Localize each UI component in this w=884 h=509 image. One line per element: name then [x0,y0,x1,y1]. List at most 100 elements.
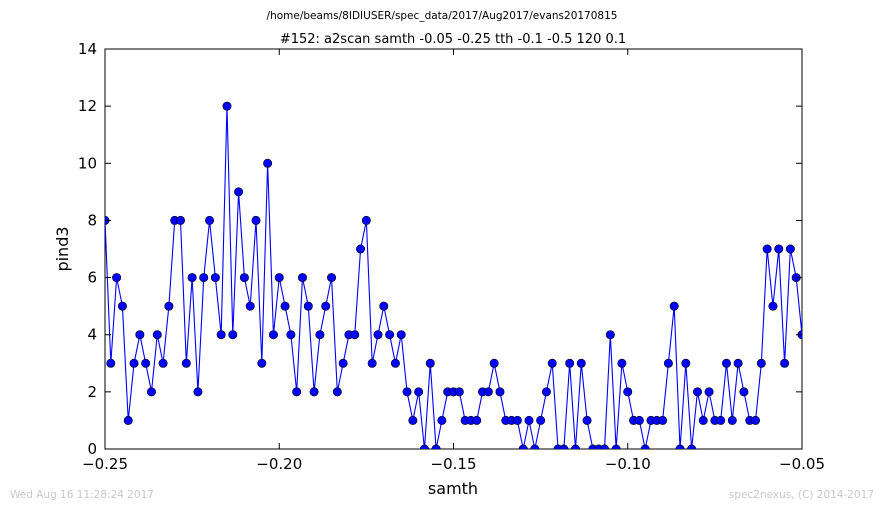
data-point [338,358,348,368]
data-point [245,301,255,311]
data-point [425,358,435,368]
data-point [222,101,232,111]
footer-timestamp: Wed Aug 16 11:28:24 2017 [10,489,154,501]
data-point [123,415,133,425]
data-point [698,415,708,425]
data-point [292,387,302,397]
data-series [105,101,802,449]
data-point [675,444,685,449]
data-point [518,444,528,449]
data-point [135,330,145,340]
data-point [454,387,464,397]
data-point [611,444,621,449]
data-point [199,273,209,283]
data-point [483,387,493,397]
axis-ticks: −0.25 −0.20 −0.15 −0.10 −0.05 0 2 4 6 8 10 12 14 [78,40,825,473]
data-point [356,244,366,254]
data-point [716,415,726,425]
data-point [379,301,389,311]
data-point [309,387,319,397]
data-point [146,387,156,397]
y-tick-label: 14 [78,40,97,58]
data-point [361,215,371,225]
data-point [251,215,261,225]
chart-title: #152: a2scan samth -0.05 -0.25 tth -0.1 … [280,32,626,47]
data-point [617,358,627,368]
data-point [390,358,400,368]
data-point [687,444,697,449]
data-point [559,444,569,449]
data-point [570,444,580,449]
data-point [576,358,586,368]
data-point [739,387,749,397]
data-point [669,301,679,311]
data-point [663,358,673,368]
data-point [472,415,482,425]
data-point [541,387,551,397]
data-point [280,301,290,311]
data-point [216,330,226,340]
data-point [396,330,406,340]
data-point [129,358,139,368]
data-point [402,387,412,397]
x-axis-label: samth [428,479,478,498]
data-point [234,187,244,197]
data-point [181,358,191,368]
data-point [774,244,784,254]
y-axis-label: pind3 [53,226,72,271]
x-tick-label: −0.10 [605,455,651,473]
data-point [414,387,424,397]
data-point [385,330,395,340]
data-point [315,330,325,340]
data-point [431,444,441,449]
footer-credit: spec2nexus, (C) 2014-2017 [729,489,874,501]
data-point [419,444,429,449]
data-point [152,330,162,340]
data-point [297,273,307,283]
data-point [164,301,174,311]
x-tick-label: −0.25 [82,455,128,473]
y-tick-label: 12 [78,97,97,115]
data-point [582,415,592,425]
y-tick-label: 8 [87,211,97,229]
data-point [268,330,278,340]
data-point [408,415,418,425]
data-point [263,158,273,168]
data-point [158,358,168,368]
data-point [751,415,761,425]
data-point [704,387,714,397]
data-point [141,358,151,368]
x-tick-label: −0.15 [431,455,477,473]
data-point [187,273,197,283]
chart-suptitle: /home/beams/8IDIUSER/spec_data/2017/Aug2… [267,10,618,22]
data-point [327,273,337,283]
data-point [536,415,546,425]
x-tick-label: −0.05 [779,455,825,473]
data-point [692,387,702,397]
data-point [112,273,122,283]
data-point [634,415,644,425]
data-point [727,415,737,425]
data-point [768,301,778,311]
data-point [274,273,284,283]
data-point [489,358,499,368]
x-tick-label: −0.20 [256,455,302,473]
data-point [228,330,238,340]
data-point [733,358,743,368]
data-point [547,358,557,368]
data-point [303,301,313,311]
data-point [321,301,331,311]
data-point [176,215,186,225]
data-point [721,358,731,368]
data-point [623,387,633,397]
data-point [756,358,766,368]
data-point [286,330,296,340]
data-point [210,273,220,283]
data-point [785,244,795,254]
data-point [762,244,772,254]
data-point [257,358,267,368]
data-point [530,444,540,449]
data-point [117,301,127,311]
data-point [205,215,215,225]
